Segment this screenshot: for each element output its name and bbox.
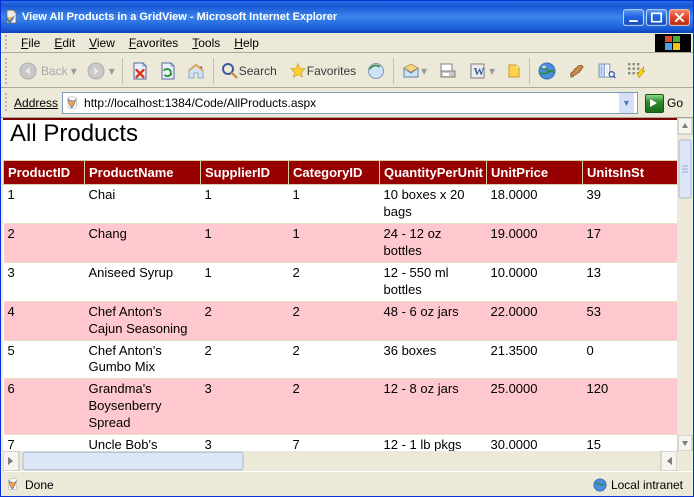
svg-text:W: W [474,66,485,78]
